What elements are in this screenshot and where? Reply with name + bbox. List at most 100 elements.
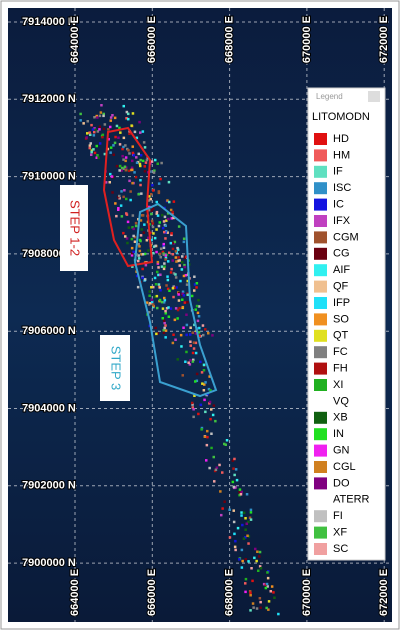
sample-point [169, 271, 173, 274]
sample-point [143, 278, 147, 281]
sample-point [148, 290, 151, 293]
sample-point [165, 219, 168, 222]
sample-point [255, 559, 258, 563]
sample-point [156, 214, 160, 217]
sample-point [160, 161, 163, 165]
sample-point [248, 590, 252, 593]
sample-point [234, 468, 238, 471]
sample-point [126, 147, 129, 151]
sample-point [167, 306, 170, 309]
sample-point [152, 251, 155, 255]
sample-point [141, 159, 145, 163]
sample-point [186, 279, 189, 283]
sample-point [166, 287, 170, 291]
sample-point [249, 609, 252, 612]
sample-point [232, 485, 236, 489]
sample-point [107, 138, 110, 141]
sample-point [145, 158, 149, 162]
sample-point [180, 345, 183, 348]
sample-point [218, 463, 221, 467]
sample-point [181, 290, 185, 293]
sample-point [137, 243, 140, 246]
sample-point [119, 204, 123, 207]
sample-point [156, 262, 160, 265]
sample-point [131, 265, 134, 268]
sample-point [267, 608, 270, 611]
sample-point [154, 326, 157, 330]
sample-point [207, 387, 211, 391]
sample-point [123, 165, 127, 168]
sample-point [125, 197, 128, 201]
sample-point [248, 516, 252, 519]
sample-point [192, 408, 195, 411]
legend-swatch [314, 280, 327, 293]
sample-point [142, 231, 146, 234]
sample-point [207, 332, 210, 335]
sample-point [97, 156, 100, 159]
sample-point [131, 251, 134, 255]
sample-point [159, 289, 162, 292]
sample-point [191, 406, 194, 409]
sample-point [163, 265, 166, 268]
sample-point [131, 181, 134, 185]
legend-toggle[interactable] [368, 91, 380, 102]
y-label: 7906000 N [22, 325, 76, 337]
sample-point [127, 149, 130, 152]
legend-item: CGM [333, 231, 359, 243]
sample-point [130, 246, 134, 250]
sample-point [164, 254, 167, 257]
sample-point [197, 331, 201, 334]
sample-point [189, 359, 192, 362]
x-label-bottom: 672000 E [378, 569, 390, 616]
sample-point [259, 606, 262, 609]
sample-point [181, 255, 184, 258]
sample-point [171, 247, 175, 251]
sample-point [121, 154, 124, 158]
sample-point [192, 347, 196, 350]
sample-point [125, 110, 129, 114]
sample-point [185, 350, 188, 354]
sample-point [164, 329, 168, 332]
sample-point [174, 256, 178, 259]
sample-point [177, 225, 181, 228]
sample-point [181, 305, 185, 309]
sample-point [266, 576, 270, 580]
sample-point [133, 130, 137, 134]
sample-point [122, 158, 125, 161]
sample-point [162, 319, 166, 322]
y-label: 7910000 N [22, 171, 76, 183]
sample-point [150, 209, 153, 212]
sample-point [132, 154, 136, 157]
sample-point [233, 473, 236, 477]
sample-point [163, 215, 167, 219]
sample-point [139, 131, 142, 134]
sample-point [115, 214, 118, 218]
legend-swatch [314, 215, 327, 227]
x-label-bottom: 670000 E [301, 569, 313, 616]
sample-point [115, 164, 119, 168]
step-3-box [100, 335, 130, 401]
sample-point [128, 132, 131, 135]
sample-point [192, 415, 195, 419]
sample-point [162, 331, 166, 334]
sample-point [153, 169, 156, 172]
sample-point [184, 360, 187, 363]
sample-point [120, 169, 123, 172]
sample-point [161, 307, 165, 310]
sample-point [138, 120, 141, 124]
sample-point [189, 340, 192, 343]
sample-point [202, 369, 206, 372]
sample-point [173, 286, 176, 289]
sample-point [161, 226, 165, 230]
sample-point [82, 122, 85, 125]
sample-point [131, 214, 135, 217]
sample-point [244, 590, 247, 594]
sample-point [211, 334, 214, 337]
sample-point [224, 443, 227, 446]
sample-point [178, 259, 181, 262]
legend-item: GN [333, 445, 350, 457]
sample-point [161, 250, 165, 254]
sample-point [232, 520, 236, 524]
sample-point [168, 200, 171, 204]
sample-point [193, 394, 196, 397]
